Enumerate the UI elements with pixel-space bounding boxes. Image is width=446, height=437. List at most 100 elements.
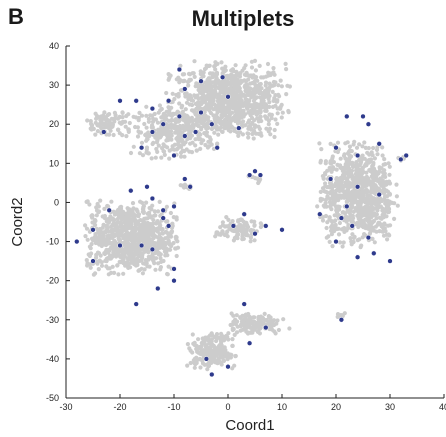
background-cell-point bbox=[206, 139, 211, 144]
background-cell-point bbox=[214, 70, 220, 75]
multiplet-point bbox=[403, 152, 409, 159]
background-cell-point bbox=[84, 258, 89, 263]
x-tick-label: 30 bbox=[385, 402, 395, 412]
background-cell-point bbox=[133, 218, 138, 223]
background-cell-point bbox=[155, 241, 160, 246]
background-cell-point bbox=[194, 148, 199, 153]
background-cell-point bbox=[166, 234, 171, 239]
panel-letter: B bbox=[8, 4, 24, 29]
background-cell-point bbox=[348, 193, 353, 198]
multiplet-point bbox=[160, 121, 166, 127]
background-cell-point bbox=[387, 164, 392, 169]
background-cell-point bbox=[190, 332, 195, 337]
background-cell-point bbox=[243, 123, 248, 128]
background-cell-point bbox=[243, 326, 248, 331]
background-cell-point bbox=[184, 91, 189, 96]
background-cell-point bbox=[144, 104, 149, 109]
background-cell-point bbox=[191, 341, 196, 346]
background-cell-point bbox=[161, 113, 166, 118]
multiplet-point bbox=[219, 74, 226, 80]
background-cell-point bbox=[196, 337, 201, 342]
background-cell-point bbox=[349, 168, 355, 173]
background-cell-point bbox=[386, 210, 391, 215]
multiplet-point bbox=[241, 211, 247, 217]
y-tick-label: -10 bbox=[46, 237, 59, 247]
background-cell-point bbox=[355, 213, 360, 218]
background-cell-point bbox=[377, 169, 382, 174]
background-cell-point bbox=[133, 252, 139, 257]
multiplet-point bbox=[354, 184, 361, 190]
background-cell-point bbox=[88, 119, 93, 124]
background-cell-point bbox=[110, 222, 115, 227]
background-cell-point bbox=[178, 123, 183, 129]
background-cell-point bbox=[349, 173, 354, 178]
background-cell-point bbox=[188, 360, 193, 366]
background-cell-point bbox=[102, 242, 108, 247]
background-cell-point bbox=[164, 138, 169, 143]
background-cell-point bbox=[218, 125, 223, 130]
background-cell-point bbox=[188, 348, 193, 353]
background-cell-point bbox=[147, 213, 152, 218]
background-cell-point bbox=[184, 125, 189, 130]
background-cell-point bbox=[155, 120, 160, 125]
background-cell-point bbox=[334, 208, 339, 213]
background-cell-point bbox=[323, 172, 328, 177]
background-cell-point bbox=[259, 86, 264, 91]
background-cell-point bbox=[110, 254, 115, 259]
background-cell-point bbox=[360, 165, 366, 170]
background-cell-point bbox=[140, 200, 145, 205]
background-cell-point bbox=[328, 141, 333, 146]
background-cell-point bbox=[326, 184, 331, 189]
background-cell-point bbox=[241, 236, 246, 241]
background-cell-point bbox=[365, 214, 370, 219]
background-cell-point bbox=[374, 147, 380, 152]
background-cell-point bbox=[107, 218, 112, 223]
background-cell-point bbox=[222, 345, 227, 350]
background-cell-point bbox=[194, 117, 199, 123]
background-cell-point bbox=[130, 212, 135, 217]
multiplet-point bbox=[236, 125, 242, 131]
multiplet-point bbox=[360, 113, 366, 120]
background-cell-point bbox=[371, 162, 376, 167]
background-cell-point bbox=[249, 127, 254, 132]
multiplet-point bbox=[192, 129, 199, 135]
background-cell-point bbox=[167, 247, 172, 252]
background-cell-point bbox=[93, 111, 98, 116]
background-cell-point bbox=[351, 239, 356, 245]
background-cell-point bbox=[359, 190, 364, 195]
background-cell-point bbox=[345, 140, 350, 145]
background-cell-point bbox=[347, 216, 352, 222]
background-cell-point bbox=[356, 209, 361, 214]
background-cell-point bbox=[372, 156, 377, 161]
background-cell-point bbox=[200, 361, 206, 366]
background-cell-point bbox=[339, 179, 344, 184]
multiplet-point bbox=[317, 211, 323, 217]
background-cell-point bbox=[246, 73, 251, 78]
background-cell-point bbox=[258, 322, 263, 327]
background-cell-point bbox=[194, 343, 199, 348]
multiplet-point bbox=[230, 223, 237, 229]
background-cell-point bbox=[363, 145, 368, 150]
multiplet-point bbox=[149, 129, 156, 135]
background-cell-point bbox=[330, 192, 335, 197]
background-cell-point bbox=[376, 203, 381, 208]
background-cell-point bbox=[189, 150, 195, 155]
background-cell-point bbox=[224, 333, 229, 338]
background-cell-point bbox=[224, 90, 229, 95]
background-cell-point bbox=[234, 330, 240, 335]
background-cell-point bbox=[226, 128, 231, 133]
background-cell-point bbox=[123, 219, 128, 224]
background-cell-point bbox=[251, 136, 256, 141]
background-cell-point bbox=[93, 222, 98, 228]
background-cell-point bbox=[256, 131, 261, 136]
background-cell-point bbox=[257, 331, 262, 336]
background-cell-point bbox=[320, 218, 326, 223]
background-cell-point bbox=[212, 335, 217, 340]
background-cell-point bbox=[163, 230, 168, 235]
background-cell-point bbox=[94, 252, 99, 257]
background-cell-point bbox=[154, 226, 159, 231]
background-cell-point bbox=[266, 314, 272, 319]
background-cell-point bbox=[248, 316, 253, 321]
background-cell-point bbox=[201, 106, 206, 111]
background-cell-point bbox=[269, 324, 274, 330]
